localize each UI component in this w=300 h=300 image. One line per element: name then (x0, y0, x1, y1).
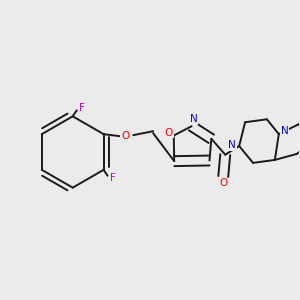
Text: F: F (79, 103, 85, 113)
Text: O: O (219, 178, 227, 188)
Text: N: N (281, 126, 289, 136)
Text: N: N (190, 114, 197, 124)
Text: N: N (228, 140, 236, 150)
Text: O: O (165, 128, 173, 137)
Text: F: F (110, 173, 116, 183)
Text: O: O (121, 131, 130, 141)
